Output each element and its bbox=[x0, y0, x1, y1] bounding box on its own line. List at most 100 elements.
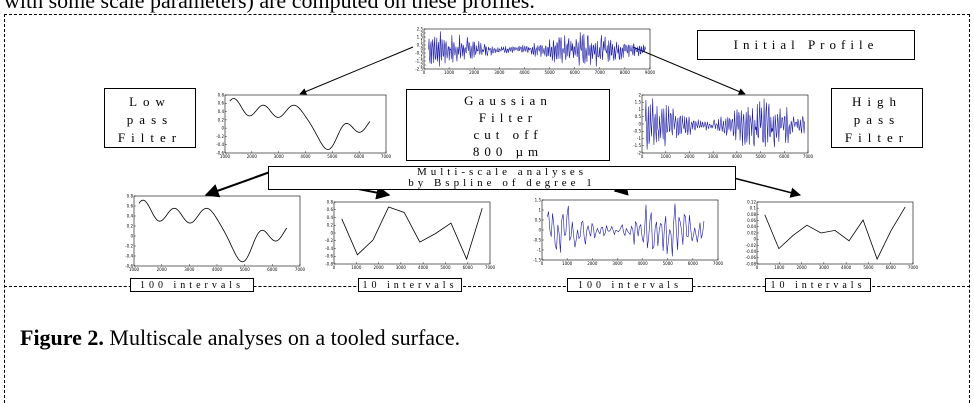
x-tick-label: 6000 bbox=[688, 261, 699, 266]
series-line bbox=[341, 206, 483, 261]
initial-profile-label: Initial Profile bbox=[697, 30, 915, 60]
y-tick-label: 2.5 bbox=[417, 26, 424, 31]
y-tick-label: 0 bbox=[538, 227, 541, 232]
y-tick-label: -0.4 bbox=[216, 142, 224, 147]
y-tick-label: 0.8 bbox=[327, 199, 334, 204]
y-tick-label: 0.4 bbox=[127, 213, 134, 218]
y-tick-label: -0.4 bbox=[125, 253, 133, 258]
figure-caption: Figure 2. Multiscale analyses on a toole… bbox=[20, 325, 460, 351]
y-tick-label: 0 bbox=[638, 121, 641, 126]
initial-profile-text: Initial Profile bbox=[733, 37, 879, 52]
x-tick-label: 5000 bbox=[327, 154, 338, 159]
interval-label-4: 10 intervals bbox=[765, 278, 871, 292]
y-tick-label: -0.8 bbox=[325, 261, 333, 266]
x-tick-label: 2000 bbox=[373, 265, 384, 270]
x-tick-label: 1000 bbox=[351, 265, 362, 270]
x-tick-label: 1000 bbox=[562, 261, 573, 266]
y-tick-label: -0.6 bbox=[325, 254, 333, 259]
initial-profile-chart: 2.521.510.50-0.5-1-1.5-2-2.50 1000 2000 300… bbox=[415, 26, 655, 75]
high-pass-chart: 21.510.50-0.5-1-1.5-20 1000 2000 3000 4000 50… bbox=[633, 92, 813, 159]
x-tick-label: 7000 bbox=[908, 265, 919, 270]
y-tick-label: -1 bbox=[637, 136, 641, 141]
y-tick-label: 0.08 bbox=[747, 212, 756, 217]
x-tick-label: 2000 bbox=[587, 261, 598, 266]
x-tick-label: 5000 bbox=[440, 265, 451, 270]
low-pass-filter-box: Low pass Filter bbox=[104, 88, 196, 148]
y-tick-label: 0.2 bbox=[218, 117, 225, 122]
x-tick-label: 0 bbox=[541, 261, 544, 266]
y-tick-label: 0 bbox=[221, 126, 224, 131]
y-tick-label: -0.6 bbox=[216, 150, 224, 155]
y-tick-label: -0.02 bbox=[746, 243, 757, 248]
x-tick-label: 0 bbox=[756, 265, 759, 270]
y-tick-label: 0.5 bbox=[535, 217, 542, 222]
multiscale-line-2: by Bspline of degree 1 bbox=[408, 177, 596, 189]
gaussian-line-4: 800 µm bbox=[472, 144, 544, 159]
y-tick-label: -0.5 bbox=[533, 237, 541, 242]
high-pass-line-3: Filter bbox=[844, 130, 910, 145]
x-tick-label: 4000 bbox=[519, 70, 530, 75]
x-tick-label: 6000 bbox=[886, 265, 897, 270]
arrow-to-lowpass bbox=[299, 46, 414, 95]
y-tick-label: 0.4 bbox=[218, 109, 225, 114]
x-tick-label: 2000 bbox=[796, 265, 807, 270]
arrow-to-highpass bbox=[632, 46, 746, 95]
caption-text: Multiscale analyses on a tooled surface. bbox=[103, 325, 461, 350]
y-tick-label: -0.4 bbox=[325, 246, 333, 251]
series-line bbox=[764, 206, 906, 261]
y-tick-label: 0.6 bbox=[218, 101, 225, 106]
plot-frame bbox=[224, 94, 387, 154]
low-pass-line-2: pass bbox=[126, 112, 174, 127]
x-tick-label: 7000 bbox=[713, 261, 724, 266]
x-tick-label: 7000 bbox=[295, 267, 306, 272]
x-tick-label: 2000 bbox=[469, 70, 480, 75]
y-tick-label: 1 bbox=[638, 107, 641, 112]
y-tick-label: 0.4 bbox=[327, 215, 334, 220]
y-tick-label: -0.5 bbox=[633, 129, 641, 134]
x-tick-label: 6000 bbox=[570, 70, 581, 75]
x-tick-label: 5000 bbox=[863, 265, 874, 270]
highpass-100-chart: 1.510.50-0.5-1-1.50 1000 2000 3000 4000 5000 6… bbox=[533, 197, 723, 266]
high-pass-line-2: pass bbox=[853, 112, 901, 127]
plot-frame bbox=[133, 195, 301, 267]
y-tick-label: -0.2 bbox=[216, 134, 224, 139]
x-tick-label: 9000 bbox=[645, 70, 656, 75]
x-tick-label: 6000 bbox=[779, 154, 790, 159]
y-tick-label: 0.02 bbox=[747, 230, 756, 235]
interval-label-1: 100 intervals bbox=[130, 278, 254, 292]
x-tick-label: 5000 bbox=[755, 154, 766, 159]
x-tick-label: 5000 bbox=[240, 267, 251, 272]
gaussian-filter-box: Gaussian Filter cut off 800 µm bbox=[406, 89, 610, 161]
x-tick-label: 3000 bbox=[274, 154, 285, 159]
x-tick-label: 0 bbox=[333, 265, 336, 270]
series-line bbox=[428, 31, 646, 67]
caption-label: Figure 2. bbox=[20, 325, 104, 350]
y-tick-label: -2.5 bbox=[415, 66, 423, 71]
y-tick-label: -0.2 bbox=[125, 243, 133, 248]
y-tick-label: 0.6 bbox=[127, 203, 134, 208]
series-line bbox=[645, 98, 805, 150]
lowpass-10-chart: 0.80.60.40.20-0.2-0.4-0.6-0.80 1000 2000 30… bbox=[325, 199, 495, 270]
x-tick-label: 2000 bbox=[247, 154, 258, 159]
multiscale-line-1: Multi-scale analyses bbox=[416, 166, 588, 178]
y-tick-label: 0 bbox=[753, 237, 756, 242]
y-tick-label: 0.06 bbox=[747, 218, 756, 223]
y-tick-label: 0 bbox=[420, 46, 423, 51]
x-tick-label: 4000 bbox=[637, 261, 648, 266]
arrow-ms-1 bbox=[204, 171, 271, 198]
interval-label-2: 10 intervals bbox=[358, 278, 462, 292]
gaussian-line-3: cut off bbox=[473, 127, 543, 142]
y-tick-label: -0.04 bbox=[746, 249, 757, 254]
x-tick-label: 3000 bbox=[708, 154, 719, 159]
y-tick-label: 0 bbox=[330, 230, 333, 235]
y-tick-label: 0.8 bbox=[127, 193, 134, 198]
y-tick-label: -2 bbox=[419, 62, 423, 67]
x-tick-label: 8000 bbox=[620, 70, 631, 75]
y-tick-label: 0.1 bbox=[750, 206, 757, 211]
y-tick-label: 2 bbox=[420, 30, 423, 35]
x-tick-label: 0 bbox=[641, 154, 644, 159]
x-tick-label: 6000 bbox=[463, 265, 474, 270]
y-tick-label: -0.2 bbox=[325, 238, 333, 243]
